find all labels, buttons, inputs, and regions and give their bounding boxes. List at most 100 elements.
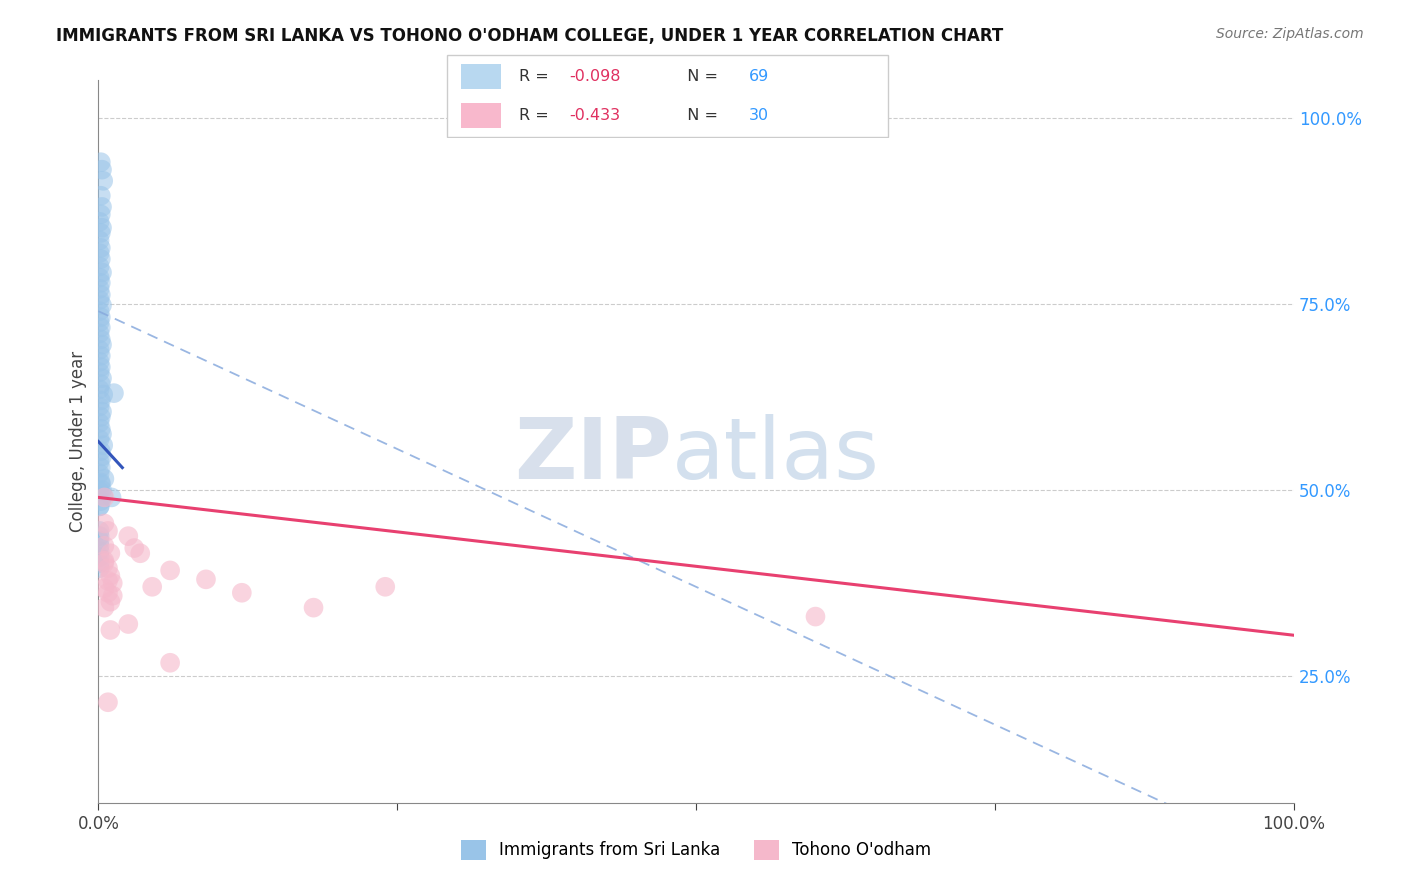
Point [91,200,114,214]
Point [804,609,827,624]
Point [90,349,112,363]
Point [90,188,112,202]
Point [89,400,111,414]
Point [91,265,114,279]
Point [90,333,112,347]
FancyBboxPatch shape [461,63,502,89]
Point [90,422,112,436]
Text: atlas: atlas [672,415,880,498]
Point [93,539,115,553]
Text: -0.433: -0.433 [569,108,620,123]
Point [91,450,114,464]
Point [91,387,114,401]
Point [89,260,111,274]
Point [374,580,396,594]
Point [89,432,111,446]
Point [89,500,111,514]
Point [93,582,115,596]
Point [141,580,163,594]
Text: Source: ZipAtlas.com: Source: ZipAtlas.com [1216,27,1364,41]
Point [93,600,115,615]
Text: R =: R = [519,108,554,123]
Point [90,252,112,266]
Point [231,586,253,600]
Point [89,416,111,430]
Point [89,467,111,481]
Point [103,386,125,401]
Point [129,546,152,560]
Point [89,270,111,285]
Text: N =: N = [676,69,723,84]
Point [117,617,139,632]
Point [91,220,114,235]
Point [90,460,112,475]
Point [89,484,111,499]
Point [93,491,115,505]
Point [98,546,122,560]
Point [98,595,122,609]
Point [91,483,114,497]
Point [89,304,111,318]
Point [89,539,111,553]
Text: N =: N = [676,108,723,123]
Point [93,554,115,568]
Point [89,215,111,229]
Point [90,377,112,392]
Point [90,207,112,221]
Point [97,561,120,575]
Point [97,574,120,588]
Point [90,155,112,169]
Point [89,355,111,369]
Point [90,444,112,458]
Point [90,475,112,490]
Point [97,586,120,600]
Point [90,409,112,424]
Point [89,455,111,469]
Point [89,533,111,548]
Point [90,494,112,508]
Point [89,561,111,575]
Text: IMMIGRANTS FROM SRI LANKA VS TOHONO O'ODHAM COLLEGE, UNDER 1 YEAR CORRELATION CH: IMMIGRANTS FROM SRI LANKA VS TOHONO O'OD… [56,27,1004,45]
Point [159,563,181,577]
Point [89,234,111,248]
Point [100,491,122,505]
Point [302,600,325,615]
Point [93,516,115,531]
Point [97,524,120,538]
Point [90,320,112,334]
Point [90,226,112,240]
Point [89,524,111,538]
Point [91,427,114,442]
Point [195,572,218,586]
FancyBboxPatch shape [447,55,889,136]
Legend: Immigrants from Sri Lanka, Tohono O'odham: Immigrants from Sri Lanka, Tohono O'odha… [454,833,938,867]
Point [89,544,111,558]
Point [89,383,111,397]
Point [91,298,114,312]
Point [90,393,112,408]
Point [97,695,120,709]
Point [89,326,111,341]
Point [89,500,111,514]
Point [89,365,111,379]
Point [91,371,114,385]
Point [91,489,114,503]
Point [90,276,112,290]
Point [91,405,114,419]
Point [93,556,115,570]
Point [89,315,111,329]
Text: 69: 69 [749,69,769,84]
Point [101,589,124,603]
Point [159,656,181,670]
Text: 30: 30 [749,108,769,123]
Point [90,310,112,325]
FancyBboxPatch shape [461,103,502,128]
Point [91,337,114,351]
Point [89,282,111,296]
Point [91,174,114,188]
Point [89,343,111,357]
Point [91,438,114,452]
Point [89,549,111,564]
Point [117,529,139,543]
Point [89,529,111,543]
